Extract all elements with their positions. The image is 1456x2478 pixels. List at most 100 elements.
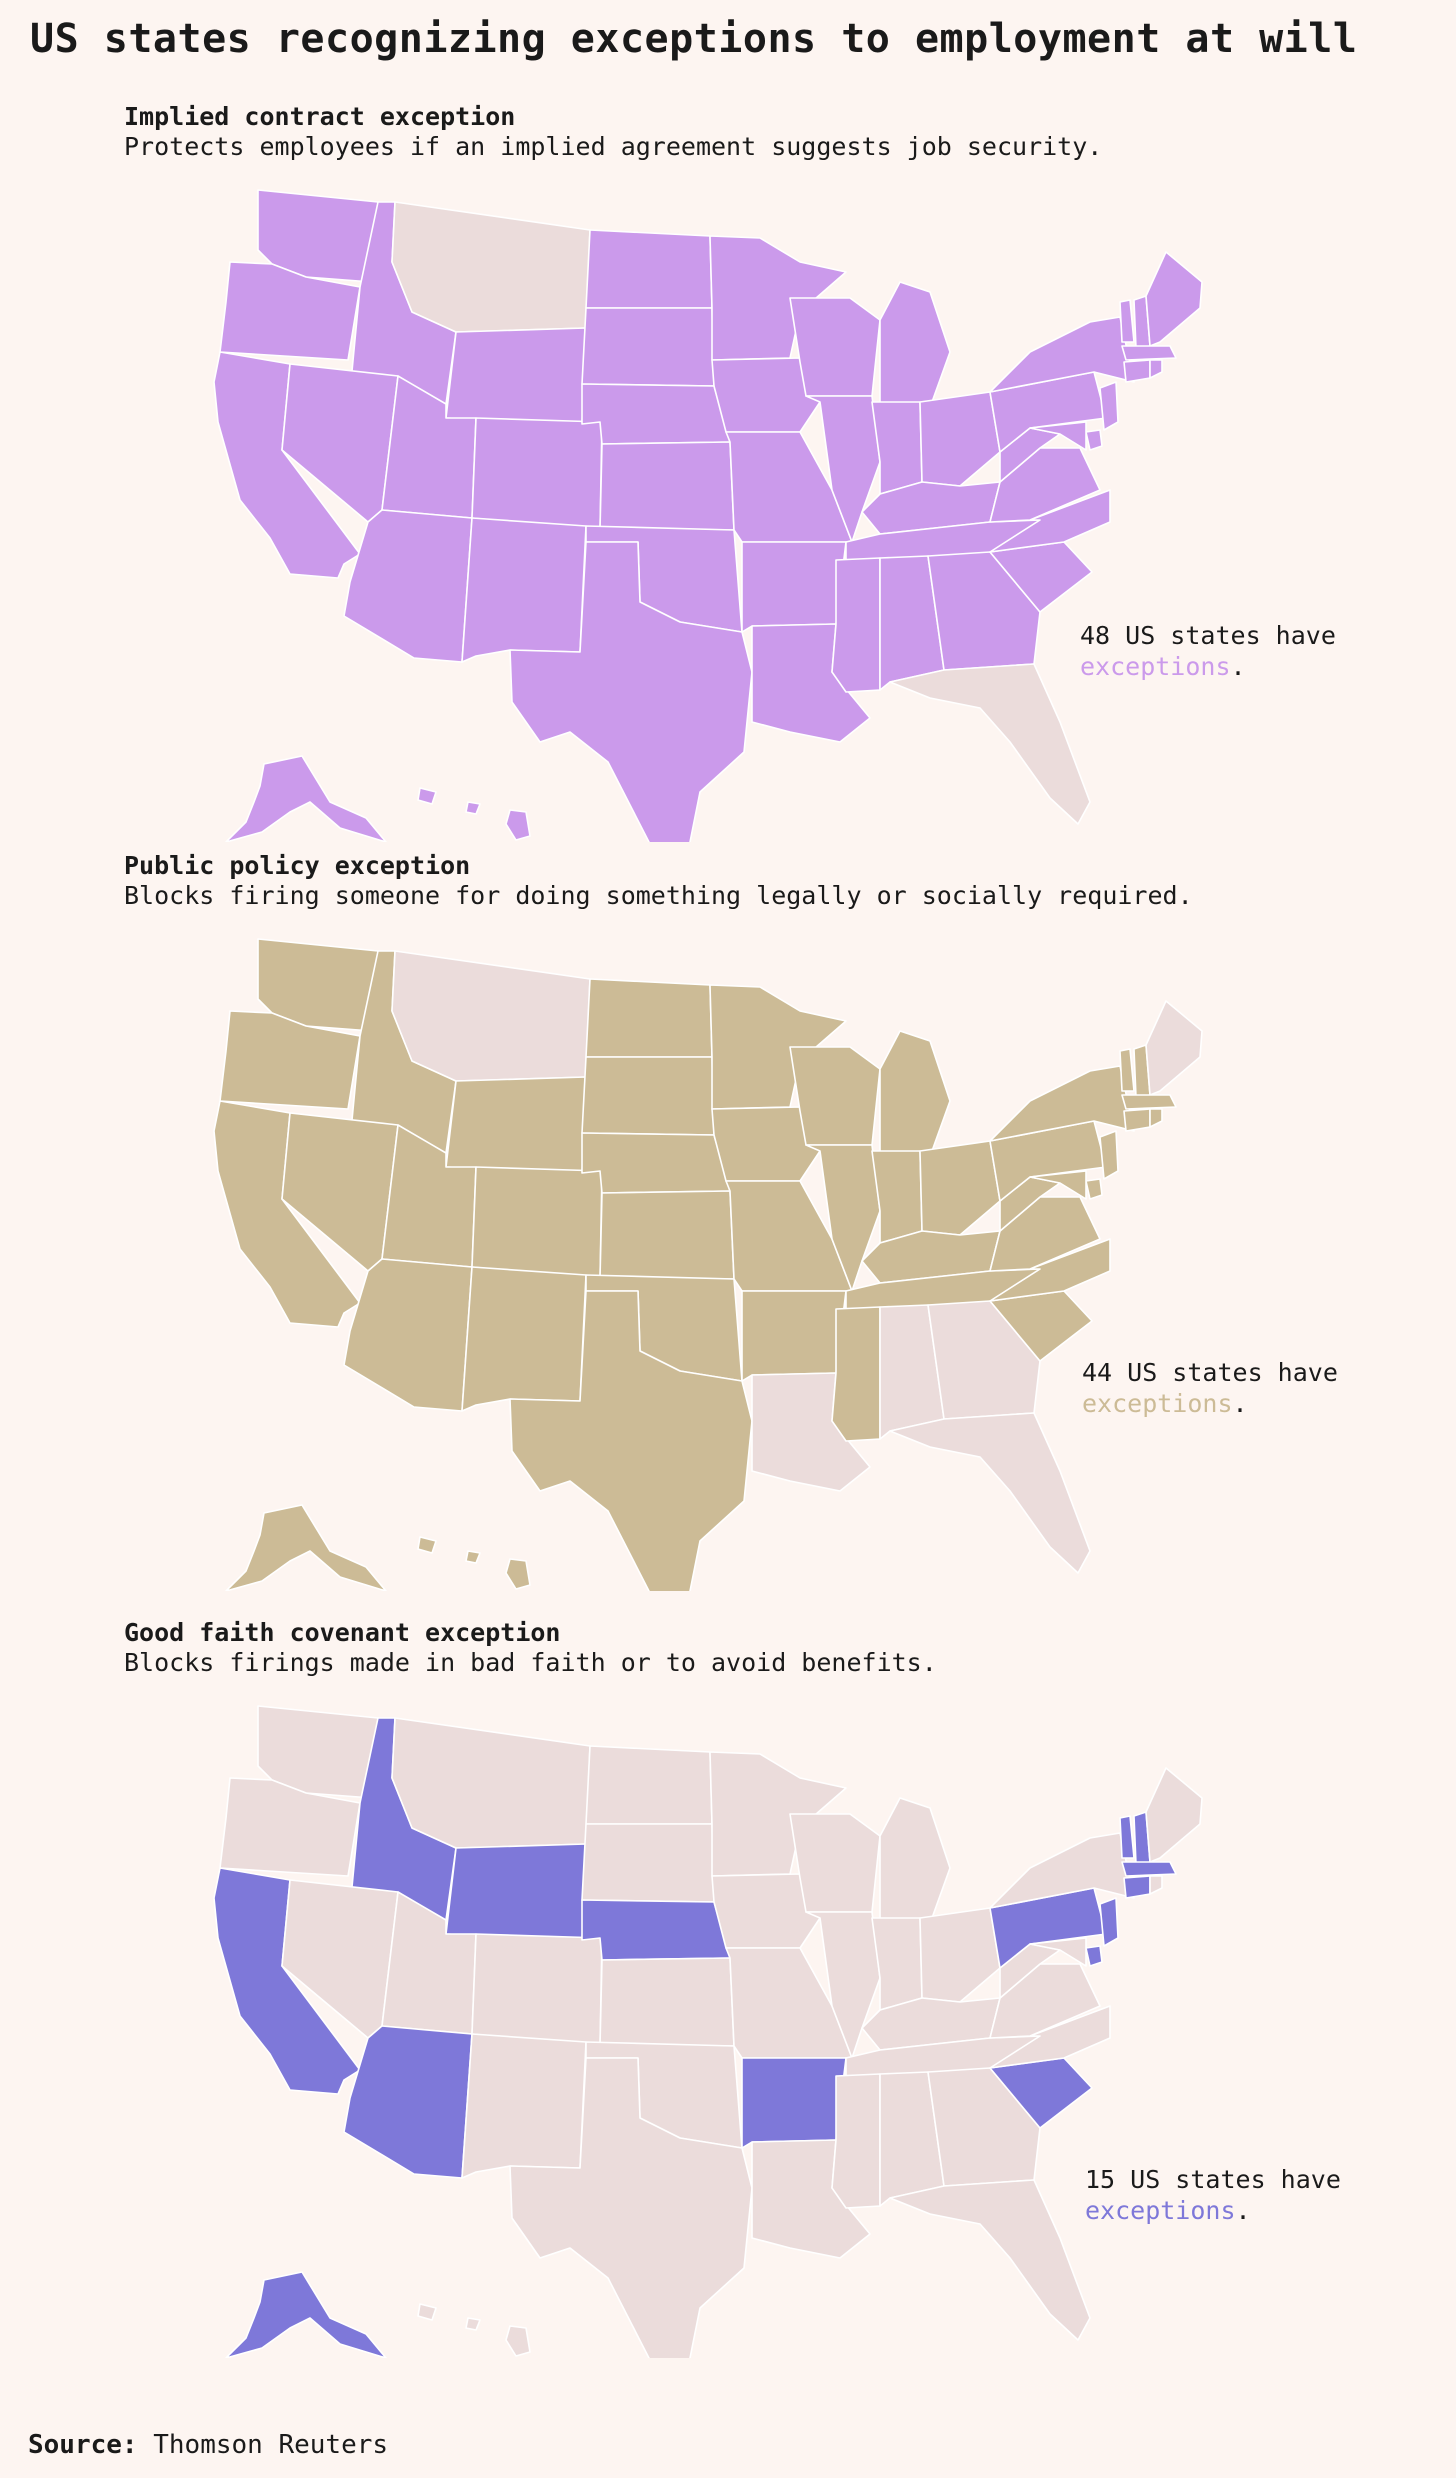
state-wy (445, 1076, 587, 1174)
state-az (343, 509, 473, 663)
state-nj (1099, 1130, 1119, 1180)
state-me (1145, 1767, 1203, 1863)
state-ar (741, 541, 847, 633)
state-ma (1121, 1094, 1177, 1110)
state-mi (879, 1030, 951, 1156)
us-map-good-faith (213, 1705, 1203, 2358)
state-oh (919, 391, 1001, 487)
state-or (219, 261, 361, 361)
state-sd (581, 1056, 715, 1136)
state-nj (1099, 1897, 1119, 1947)
state-ms (831, 557, 881, 693)
state-tx (509, 2057, 753, 2358)
state-az (343, 2025, 473, 2179)
panel-description: Blocks firings made in bad faith or to a… (124, 1648, 937, 1677)
state-sd (581, 307, 715, 387)
state-in (871, 1917, 923, 2011)
state-co (471, 1166, 603, 1280)
panel-heading: Implied contract exception (124, 102, 516, 131)
state-ak (225, 2271, 387, 2358)
state-ma (1121, 345, 1177, 361)
state-nj (1099, 381, 1119, 431)
state-ri (1149, 359, 1163, 379)
state-vt (1119, 1815, 1135, 1859)
panel-description: Protects employees if an implied agreeme… (124, 132, 1103, 161)
callout: 15 US states have exceptions. (1085, 2164, 1341, 2226)
state-md (1029, 421, 1087, 451)
state-or (219, 1777, 361, 1877)
state-ks (599, 441, 735, 531)
callout-suffix: . (1235, 2196, 1251, 2225)
state-nc (989, 1238, 1111, 1302)
state-md (1029, 1937, 1087, 1967)
state-ks (599, 1957, 735, 2047)
state-nd (585, 978, 713, 1058)
page-title: US states recognizing exceptions to empl… (30, 16, 1358, 62)
state-ne (581, 1132, 731, 1194)
state-de (1085, 429, 1103, 451)
state-ri (1149, 1108, 1163, 1128)
panel-implied-contract: Implied contract exception Protects empl… (0, 102, 1456, 842)
callout: 48 US states have exceptions. (1080, 620, 1336, 682)
state-ri (1149, 1875, 1163, 1895)
panel-heading: Public policy exception (124, 851, 471, 880)
state-ma (1121, 1861, 1177, 1877)
state-ga (927, 2067, 1041, 2187)
callout: 44 US states have exceptions. (1082, 1357, 1338, 1419)
state-ct (1123, 1875, 1151, 1899)
state-ak (225, 1504, 387, 1591)
state-wi (789, 1046, 881, 1146)
callout-line: 44 US states have (1082, 1358, 1338, 1387)
state-co (471, 417, 603, 531)
state-oh (919, 1140, 1001, 1236)
state-mt (391, 950, 591, 1082)
state-ar (741, 2057, 847, 2149)
state-nc (989, 2005, 1111, 2069)
state-tx (509, 541, 753, 842)
state-wi (789, 297, 881, 397)
state-de (1085, 1945, 1103, 1967)
state-ms (831, 2073, 881, 2209)
state-fl (889, 2179, 1091, 2341)
callout-suffix: . (1230, 652, 1246, 681)
source-note: Source: Thomson Reuters (28, 2430, 388, 2460)
us-map-public-policy (213, 938, 1203, 1591)
state-az (343, 1258, 473, 1412)
state-nd (585, 1745, 713, 1825)
state-vt (1119, 299, 1135, 343)
panel-description: Blocks firing someone for doing somethin… (124, 881, 1193, 910)
state-md (1029, 1170, 1087, 1200)
source-text: Thomson Reuters (153, 2430, 389, 2460)
state-in (871, 401, 923, 495)
state-mt (391, 201, 591, 333)
source-label: Source: (28, 2430, 138, 2460)
callout-highlight-line: exceptions. (1082, 1388, 1338, 1419)
state-fl (889, 663, 1091, 825)
state-co (471, 1933, 603, 2047)
state-ms (831, 1306, 881, 1442)
state-fl (889, 1412, 1091, 1574)
state-hi (417, 787, 531, 841)
us-map-implied-contract (213, 189, 1203, 842)
panel-good-faith: Good faith covenant exception Blocks fir… (0, 1618, 1456, 2358)
state-in (871, 1150, 923, 1244)
panel-public-policy: Public policy exception Blocks firing so… (0, 851, 1456, 1591)
state-wy (445, 327, 587, 425)
callout-highlight-line: exceptions. (1080, 651, 1336, 682)
state-nc (989, 489, 1111, 553)
state-ct (1123, 1108, 1151, 1132)
state-mi (879, 1797, 951, 1923)
state-ga (927, 551, 1041, 671)
state-hi (417, 2303, 531, 2357)
callout-highlight: exceptions (1085, 2196, 1236, 2225)
callout-highlight: exceptions (1082, 1389, 1233, 1418)
state-vt (1119, 1048, 1135, 1092)
state-ga (927, 1300, 1041, 1420)
state-nm (461, 517, 587, 663)
state-ks (599, 1190, 735, 1280)
panel-heading: Good faith covenant exception (124, 1618, 561, 1647)
state-nm (461, 2033, 587, 2179)
state-sd (581, 1823, 715, 1903)
state-me (1145, 1000, 1203, 1096)
callout-line: 15 US states have (1085, 2165, 1341, 2194)
